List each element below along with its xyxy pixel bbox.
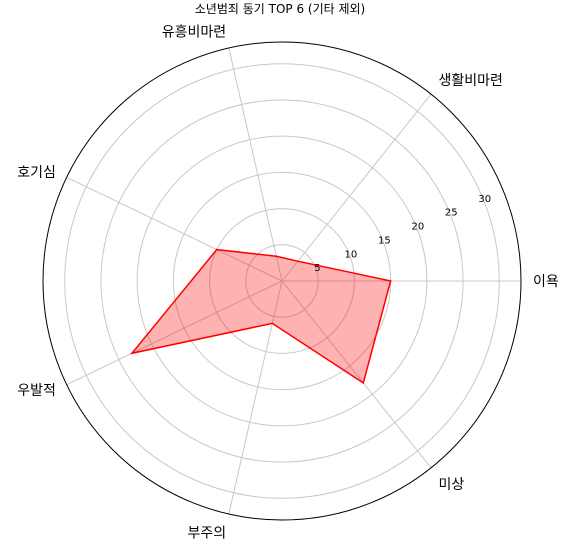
spoke-4	[66, 280, 283, 386]
category-label-생활비마련: 생활비마련	[439, 73, 503, 89]
tick-label-10: 10	[345, 249, 358, 260]
series-point-유흥비마련	[275, 255, 278, 258]
spoke-5	[228, 280, 283, 515]
series-point-이욕	[389, 280, 392, 282]
series-point-우발적	[131, 352, 133, 355]
chart-title: 소년범죄 동기 TOP 6 (기타 제외)	[195, 2, 365, 16]
category-label-우발적: 우발적	[17, 383, 56, 399]
radar-grid	[42, 41, 522, 521]
tick-label-20: 20	[411, 222, 424, 233]
series-point-생활비마련	[297, 260, 299, 262]
spoke-3	[66, 176, 283, 282]
series-area-0	[131, 249, 391, 383]
tick-label-25: 25	[445, 208, 458, 219]
spoke-2	[228, 47, 283, 282]
series-outline-0	[129, 248, 392, 385]
radar-series	[129, 248, 392, 385]
series-point-미상	[362, 382, 365, 384]
category-label-부주의: 부주의	[188, 526, 227, 542]
radial-tick-labels: 5 10 15 20 25 30	[314, 194, 491, 274]
category-label-유흥비마련: 유흥비마련	[162, 24, 226, 40]
tick-label-15: 15	[378, 235, 391, 246]
series-point-부주의	[271, 322, 274, 325]
outer-ring	[42, 41, 522, 521]
tick-label-5: 5	[314, 263, 320, 274]
tick-label-30: 30	[478, 194, 491, 205]
category-label-이욕: 이욕	[533, 274, 559, 290]
category-label-미상: 미상	[439, 477, 465, 493]
series-point-호기심	[215, 248, 218, 251]
category-label-호기심: 호기심	[17, 165, 56, 181]
spoke-6	[281, 280, 432, 469]
spoke-1	[281, 93, 432, 282]
